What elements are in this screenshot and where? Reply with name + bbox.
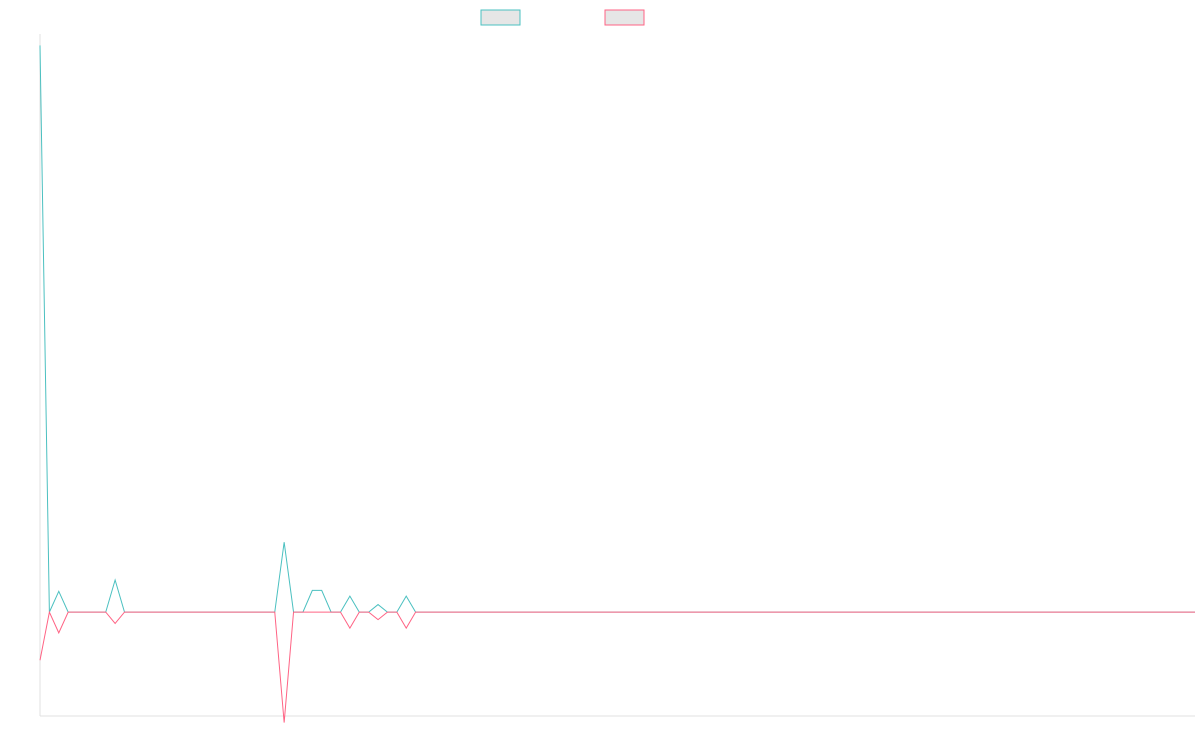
series-line-1 [39, 45, 1195, 613]
legend-swatch[interactable] [604, 9, 645, 26]
series-line-2 [39, 610, 1195, 723]
axes [39, 34, 1195, 717]
legend [480, 9, 645, 26]
legend-swatch[interactable] [480, 9, 521, 26]
legend-item-1[interactable] [480, 9, 521, 26]
legend-item-2[interactable] [604, 9, 645, 26]
series-group [39, 45, 1195, 723]
